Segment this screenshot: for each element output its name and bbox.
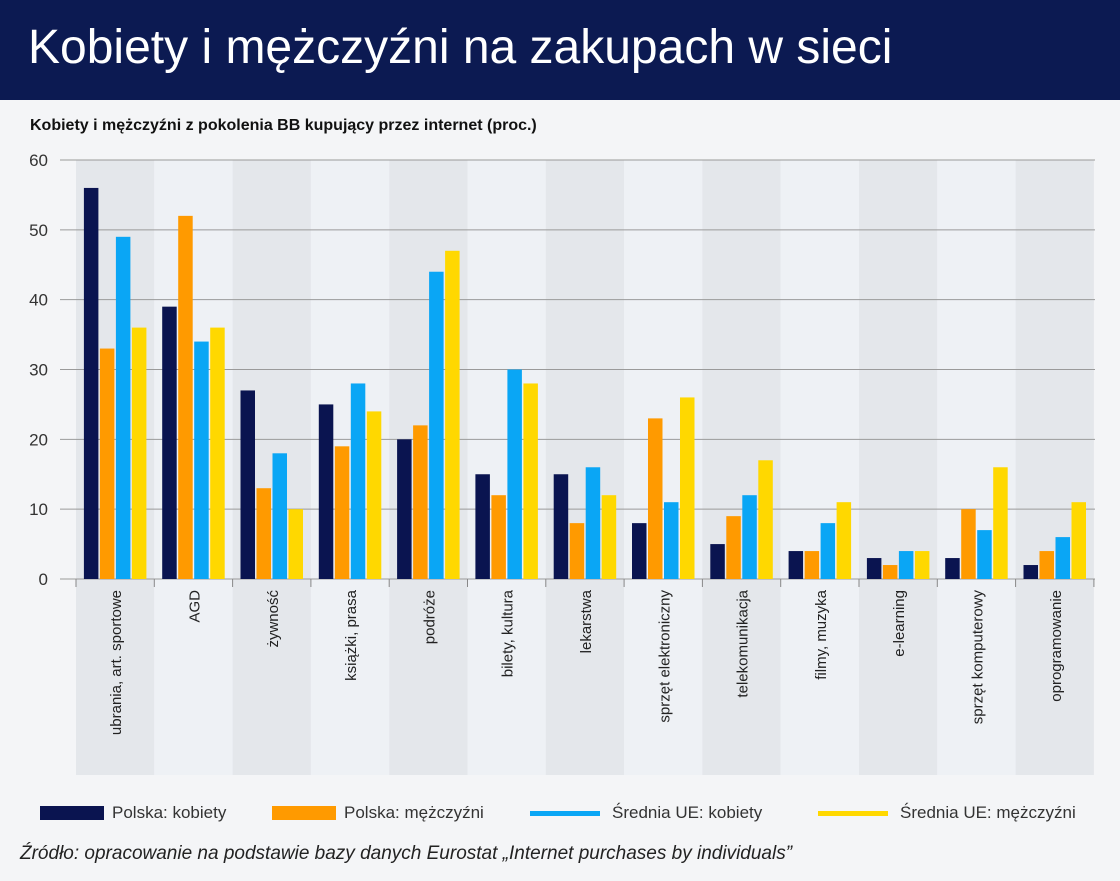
y-tick-label: 40	[29, 291, 48, 310]
y-tick-label: 30	[29, 361, 48, 380]
bar-polska-m-czy-ni-6	[569, 523, 585, 579]
bar-polska-m-czy-ni-4	[413, 425, 428, 579]
bar-polska-kobiety-7	[632, 523, 647, 579]
x-category-label: e-learning	[891, 590, 908, 657]
y-tick-label: 60	[29, 151, 48, 170]
bar-polska-m-czy-ni-11	[961, 509, 976, 579]
category-band	[859, 160, 938, 775]
bar--rednia-ue-kobiety-9	[820, 523, 836, 579]
bar--rednia-ue-m-czy-ni-1	[210, 327, 225, 579]
legend-label: Średnia UE: mężczyźni	[900, 803, 1076, 822]
chart-subtitle: Kobiety i mężczyźni z pokolenia BB kupuj…	[30, 117, 537, 134]
bar--rednia-ue-kobiety-1	[194, 341, 209, 579]
bar-polska-kobiety-0	[83, 187, 99, 579]
x-category-label: lekarstwa	[578, 589, 595, 653]
category-band	[1015, 160, 1094, 775]
legend-swatch	[530, 810, 600, 816]
bar--rednia-ue-kobiety-5	[507, 369, 522, 579]
bar-polska-kobiety-9	[788, 551, 804, 579]
bar--rednia-ue-m-czy-ni-8	[758, 460, 773, 579]
bar--rednia-ue-kobiety-10	[898, 551, 914, 579]
legend-label: Średnia UE: kobiety	[612, 803, 763, 822]
x-category-label: żywność	[265, 590, 282, 648]
bar--rednia-ue-kobiety-6	[585, 467, 601, 579]
bar-polska-kobiety-11	[945, 558, 960, 579]
y-tick-label: 10	[29, 500, 48, 519]
bar--rednia-ue-m-czy-ni-10	[914, 551, 930, 579]
y-tick-label: 50	[29, 221, 48, 240]
source-note: Źródło: opracowanie na podstawie bazy da…	[20, 843, 793, 864]
bar-polska-kobiety-5	[475, 474, 490, 579]
legend-label: Polska: kobiety	[112, 803, 227, 822]
bar--rednia-ue-kobiety-2	[272, 453, 287, 579]
bar-polska-m-czy-ni-5	[491, 495, 506, 579]
bar-chart: 0 10 20 30 40 50 60 ubrania, art. sportowe AGD ży…	[29, 151, 1095, 775]
y-tick-label: 20	[29, 430, 48, 449]
bar--rednia-ue-kobiety-7	[664, 502, 679, 579]
category-band	[780, 160, 859, 775]
bar-polska-kobiety-2	[240, 390, 255, 579]
bar--rednia-ue-m-czy-ni-11	[993, 467, 1008, 579]
x-category-label: sprzęt elektroniczny	[656, 590, 673, 723]
bar-polska-kobiety-4	[397, 439, 412, 579]
bar--rednia-ue-m-czy-ni-9	[836, 502, 852, 579]
bar-polska-m-czy-ni-12	[1039, 551, 1054, 579]
bar--rednia-ue-m-czy-ni-12	[1071, 502, 1086, 579]
bar-polska-m-czy-ni-1	[178, 215, 193, 579]
bar--rednia-ue-m-czy-ni-2	[288, 509, 303, 579]
x-category-label: telekomunikacja	[735, 589, 752, 697]
bar-polska-kobiety-1	[162, 306, 177, 579]
x-category-label: książki, prasa	[343, 589, 360, 681]
y-tick-label: 0	[39, 570, 48, 589]
x-category-label: podróże	[421, 590, 438, 644]
bar--rednia-ue-kobiety-8	[742, 495, 757, 579]
bar--rednia-ue-kobiety-3	[350, 383, 366, 579]
bar-polska-kobiety-12	[1023, 565, 1038, 579]
x-category-label: AGD	[186, 590, 203, 623]
bar-polska-m-czy-ni-3	[334, 446, 350, 579]
bar--rednia-ue-kobiety-11	[977, 530, 992, 579]
bar-polska-kobiety-3	[318, 404, 334, 579]
legend-item: Średnia UE: mężczyźni	[818, 803, 1076, 823]
header-banner: Kobiety i mężczyźni na zakupach w sieci	[0, 0, 1120, 100]
category-band	[545, 160, 625, 775]
legend-swatch	[40, 806, 104, 820]
legend-item: Średnia UE: kobiety	[530, 803, 762, 823]
bar-polska-kobiety-6	[553, 474, 569, 579]
bar--rednia-ue-kobiety-4	[429, 271, 444, 579]
bar--rednia-ue-m-czy-ni-3	[366, 411, 382, 579]
bar--rednia-ue-m-czy-ni-6	[601, 495, 617, 579]
bar-polska-m-czy-ni-10	[882, 565, 898, 579]
bar--rednia-ue-m-czy-ni-5	[523, 383, 538, 579]
bar-polska-m-czy-ni-7	[648, 418, 663, 579]
bar-polska-m-czy-ni-9	[804, 551, 820, 579]
legend: Polska: kobiety Polska: mężczyźni Średnia …	[0, 803, 1120, 827]
bar-polska-kobiety-8	[710, 544, 725, 579]
page-title: Kobiety i mężczyźni na zakupach w sieci	[28, 21, 893, 74]
bar--rednia-ue-m-czy-ni-0	[131, 327, 147, 579]
bar-polska-m-czy-ni-2	[256, 488, 271, 579]
legend-swatch	[818, 810, 888, 816]
legend-label: Polska: mężczyźni	[344, 803, 484, 822]
bar--rednia-ue-kobiety-0	[115, 236, 131, 580]
x-category-label: filmy, muzyka	[813, 589, 830, 679]
bar--rednia-ue-m-czy-ni-4	[445, 250, 460, 580]
bar--rednia-ue-m-czy-ni-7	[680, 397, 695, 579]
legend-item: Polska: kobiety	[40, 803, 226, 823]
bar-polska-kobiety-10	[866, 558, 882, 579]
bar-polska-m-czy-ni-0	[99, 348, 115, 579]
bar-polska-m-czy-ni-8	[726, 516, 741, 579]
x-category-label: bilety, kultura	[500, 589, 517, 677]
legend-item: Polska: mężczyźni	[272, 803, 484, 823]
bar--rednia-ue-kobiety-12	[1055, 537, 1070, 579]
x-category-label: sprzęt komputerowy	[969, 590, 986, 725]
x-category-label: oprogramowanie	[1048, 590, 1065, 702]
legend-swatch	[272, 806, 336, 820]
x-category-label: ubrania, art. sportowe	[108, 590, 125, 735]
